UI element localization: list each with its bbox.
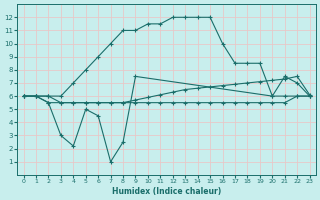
X-axis label: Humidex (Indice chaleur): Humidex (Indice chaleur) [112,187,221,196]
